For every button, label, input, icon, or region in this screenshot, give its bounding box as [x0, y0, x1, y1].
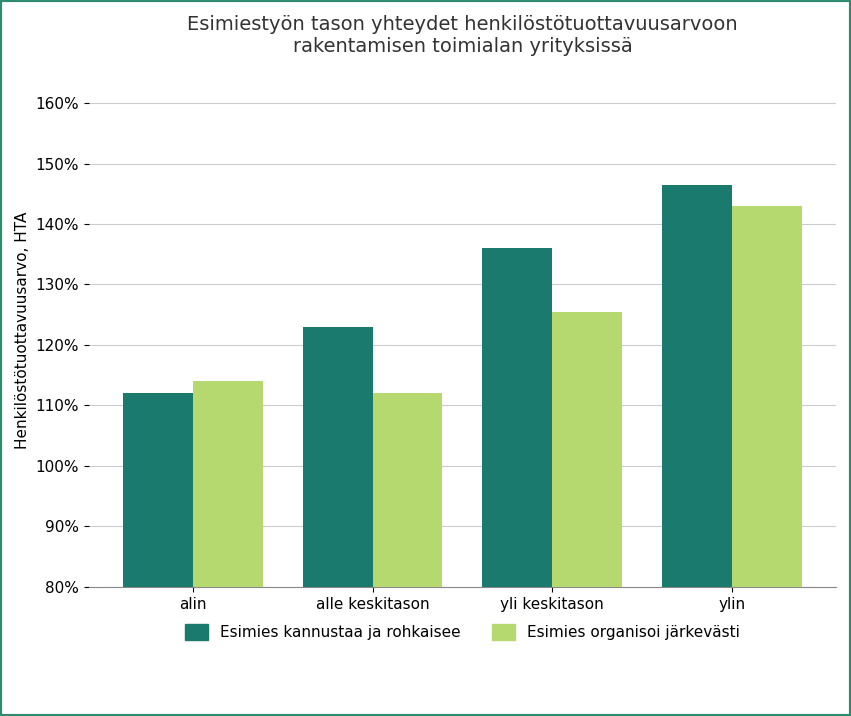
Y-axis label: Henkilöstötuottavuusarvo, HTA: Henkilöstötuottavuusarvo, HTA — [15, 211, 30, 448]
Bar — [123, 393, 193, 716]
Bar — [732, 206, 802, 716]
Bar — [552, 311, 622, 716]
Bar — [193, 381, 263, 716]
Title: Esimiestyön tason yhteydet henkilöstötuottavuusarvoon
rakentamisen toimialan yri: Esimiestyön tason yhteydet henkilöstötuo… — [187, 15, 738, 56]
Bar — [303, 326, 373, 716]
Legend: Esimies kannustaa ja rohkaisee, Esimies organisoi järkevästi: Esimies kannustaa ja rohkaisee, Esimies … — [180, 618, 745, 646]
Bar — [483, 248, 552, 716]
Bar — [373, 393, 443, 716]
Bar — [662, 185, 732, 716]
